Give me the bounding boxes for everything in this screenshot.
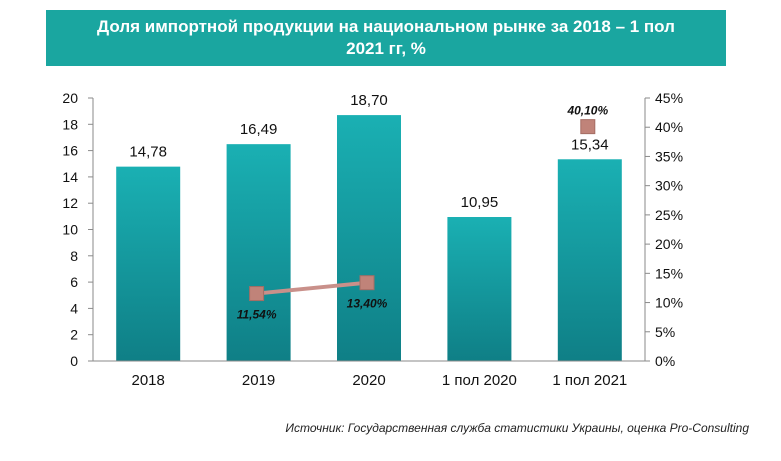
left-tick-label: 0 (70, 353, 78, 369)
source-note: Источник: Государственная служба статист… (285, 421, 749, 435)
line-segment (256, 280, 368, 296)
right-tick-label: 45% (655, 90, 683, 106)
bar-value-label: 18,70 (350, 92, 388, 109)
right-tick-label: 5% (655, 324, 675, 340)
left-tick-label: 20 (62, 90, 78, 106)
left-tick-label: 2 (70, 327, 78, 343)
x-tick-label: 2018 (132, 372, 165, 389)
left-tick-label: 18 (62, 116, 78, 132)
line-value-label: 40,10% (566, 104, 608, 118)
left-tick-label: 12 (62, 195, 78, 211)
left-y-axis: 0 2 4 6 8 10 12 14 16 18 20 (62, 90, 94, 369)
right-tick-label: 40% (655, 119, 683, 135)
line-series: 11,54% 13,40% 40,10% (237, 104, 609, 322)
line-marker (359, 275, 375, 291)
right-tick-label: 20% (655, 236, 683, 252)
line-value-label: 13,40% (347, 297, 388, 311)
line-value-label: 11,54% (237, 308, 277, 322)
left-tick-label: 14 (62, 169, 78, 185)
line-marker (249, 286, 265, 302)
bar (116, 166, 181, 361)
bar-value-label: 14,78 (129, 144, 167, 161)
bar-value-label: 15,34 (571, 136, 609, 153)
right-tick-label: 25% (655, 207, 683, 223)
x-tick-label: 2020 (352, 372, 385, 389)
left-tick-label: 16 (62, 143, 78, 159)
right-tick-label: 35% (655, 148, 683, 164)
bar-value-label: 10,95 (461, 194, 499, 211)
chart-title-banner: Доля импортной продукции на национальном… (46, 10, 726, 66)
right-tick-label: 10% (655, 295, 683, 311)
chart-title: Доля импортной продукции на национальном… (97, 17, 675, 58)
x-axis: 2018 2019 2020 1 пол 2020 1 пол 2021 (93, 360, 645, 389)
bar (447, 217, 512, 361)
left-tick-label: 6 (70, 274, 78, 290)
bar (557, 159, 622, 361)
right-tick-label: 30% (655, 178, 683, 194)
x-tick-label: 1 пол 2021 (552, 372, 627, 389)
x-tick-label: 2019 (242, 372, 275, 389)
line-marker (580, 119, 596, 135)
right-tick-label: 15% (655, 265, 683, 281)
bar-series: 14,78 16,49 18,70 10,95 15,34 (116, 92, 622, 361)
left-tick-label: 10 (62, 222, 78, 238)
bar (337, 115, 401, 361)
right-tick-label: 0% (655, 353, 675, 369)
bar-value-label: 16,49 (240, 121, 278, 138)
bar (226, 144, 291, 361)
right-y-axis: 0% 5% 10% 15% 20% 25% 30% 35% 40% 45% (644, 90, 683, 369)
left-tick-label: 4 (70, 300, 78, 316)
x-tick-label: 1 пол 2020 (442, 372, 517, 389)
left-tick-label: 8 (70, 248, 78, 264)
